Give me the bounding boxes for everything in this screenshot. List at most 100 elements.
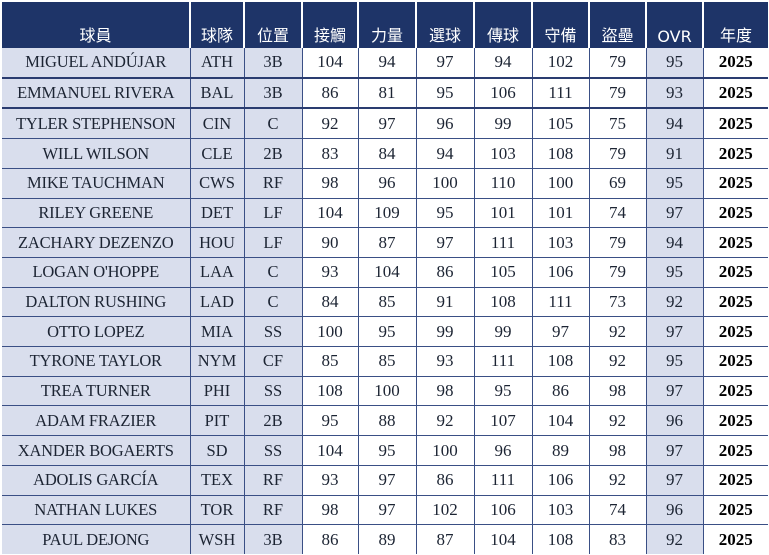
team-cell: ATH <box>189 48 245 79</box>
player-name-cell: ADAM FRAZIER <box>2 405 191 437</box>
column-header-fielding: 守備 <box>532 2 590 48</box>
power-cell: 84 <box>358 138 417 169</box>
speed-cell: 79 <box>589 48 647 79</box>
table-row: TYRONE TAYLOR NYM CF 85 85 93 111 108 92 95 2025 <box>2 346 768 377</box>
team-cell: CIN <box>189 107 245 140</box>
player-name-cell: MIKE TAUCHMAN <box>2 168 191 199</box>
ovr-cell: 92 <box>646 287 704 318</box>
fielding-cell: 97 <box>532 316 590 348</box>
table-row: TREA TURNER PHI SS 108 100 98 95 86 98 97 2025 <box>2 376 768 407</box>
contact-cell: 98 <box>302 168 359 199</box>
power-cell: 94 <box>358 48 417 79</box>
position-cell: 3B <box>244 76 303 109</box>
speed-cell: 73 <box>589 287 647 318</box>
eye-cell: 94 <box>416 138 475 169</box>
fielding-cell: 106 <box>532 465 590 496</box>
team-cell: SD <box>189 435 245 466</box>
contact-cell: 93 <box>302 465 359 496</box>
year-cell: 2025 <box>703 76 768 109</box>
contact-cell: 104 <box>302 48 359 79</box>
player-name-cell: PAUL DEJONG <box>2 524 191 554</box>
ovr-cell: 94 <box>646 107 704 140</box>
player-name-cell: MIGUEL ANDÚJAR <box>2 48 191 79</box>
power-cell: 89 <box>358 524 417 554</box>
ovr-cell: 97 <box>646 198 704 229</box>
arm-cell: 103 <box>474 138 533 169</box>
speed-cell: 79 <box>589 138 647 169</box>
power-cell: 85 <box>358 287 417 318</box>
contact-cell: 83 <box>302 138 359 169</box>
year-cell: 2025 <box>703 376 768 407</box>
team-cell: BAL <box>189 76 245 109</box>
team-cell: TOR <box>189 495 245 526</box>
table-row: TYLER STEPHENSON CIN C 92 97 96 99 105 75 94 2025 <box>2 107 768 140</box>
team-cell: TEX <box>189 465 245 496</box>
year-cell: 2025 <box>703 48 768 79</box>
position-cell: LF <box>244 227 303 258</box>
ovr-cell: 95 <box>646 48 704 79</box>
arm-cell: 94 <box>474 48 533 79</box>
position-cell: RF <box>244 495 303 526</box>
position-cell: RF <box>244 465 303 496</box>
team-cell: DET <box>189 198 245 229</box>
year-cell: 2025 <box>703 316 768 348</box>
arm-cell: 111 <box>474 227 533 258</box>
position-cell: 2B <box>244 405 303 437</box>
table-row: ZACHARY DEZENZO HOU LF 90 87 97 111 103 79 94 2025 <box>2 227 768 258</box>
player-name-cell: ZACHARY DEZENZO <box>2 227 191 258</box>
table-row: OTTO LOPEZ MIA SS 100 95 99 99 97 92 97 2025 <box>2 316 768 348</box>
arm-cell: 105 <box>474 257 533 288</box>
arm-cell: 106 <box>474 495 533 526</box>
contact-cell: 100 <box>302 316 359 348</box>
power-cell: 87 <box>358 227 417 258</box>
ovr-cell: 92 <box>646 524 704 554</box>
column-header-contact: 接觸 <box>302 2 359 48</box>
speed-cell: 74 <box>589 198 647 229</box>
team-cell: CLE <box>189 138 245 169</box>
team-cell: HOU <box>189 227 245 258</box>
column-header-position: 位置 <box>244 2 303 48</box>
player-name-cell: TYLER STEPHENSON <box>2 107 191 140</box>
eye-cell: 95 <box>416 76 475 109</box>
position-cell: SS <box>244 376 303 407</box>
arm-cell: 106 <box>474 76 533 109</box>
eye-cell: 92 <box>416 405 475 437</box>
table-row: EMMANUEL RIVERA BAL 3B 86 81 95 106 111 79 93 2025 <box>2 76 768 109</box>
position-cell: SS <box>244 435 303 466</box>
ovr-cell: 96 <box>646 495 704 526</box>
contact-cell: 104 <box>302 435 359 466</box>
contact-cell: 93 <box>302 257 359 288</box>
fielding-cell: 100 <box>532 168 590 199</box>
fielding-cell: 108 <box>532 138 590 169</box>
position-cell: C <box>244 257 303 288</box>
year-cell: 2025 <box>703 495 768 526</box>
power-cell: 104 <box>358 257 417 288</box>
fielding-cell: 108 <box>532 346 590 377</box>
ovr-cell: 91 <box>646 138 704 169</box>
team-cell: LAD <box>189 287 245 318</box>
contact-cell: 85 <box>302 346 359 377</box>
ovr-cell: 93 <box>646 76 704 109</box>
power-cell: 96 <box>358 168 417 199</box>
fielding-cell: 103 <box>532 227 590 258</box>
ovr-cell: 97 <box>646 316 704 348</box>
position-cell: C <box>244 107 303 140</box>
team-cell: PIT <box>189 405 245 437</box>
column-header-ovr: OVR <box>646 2 704 48</box>
fielding-cell: 105 <box>532 107 590 140</box>
contact-cell: 95 <box>302 405 359 437</box>
speed-cell: 79 <box>589 227 647 258</box>
year-cell: 2025 <box>703 524 768 554</box>
arm-cell: 110 <box>474 168 533 199</box>
arm-cell: 99 <box>474 316 533 348</box>
team-cell: WSH <box>189 524 245 554</box>
player-name-cell: TYRONE TAYLOR <box>2 346 191 377</box>
column-header-speed: 盜壘 <box>589 2 647 48</box>
position-cell: RF <box>244 168 303 199</box>
arm-cell: 99 <box>474 107 533 140</box>
power-cell: 95 <box>358 435 417 466</box>
speed-cell: 69 <box>589 168 647 199</box>
speed-cell: 98 <box>589 376 647 407</box>
arm-cell: 107 <box>474 405 533 437</box>
